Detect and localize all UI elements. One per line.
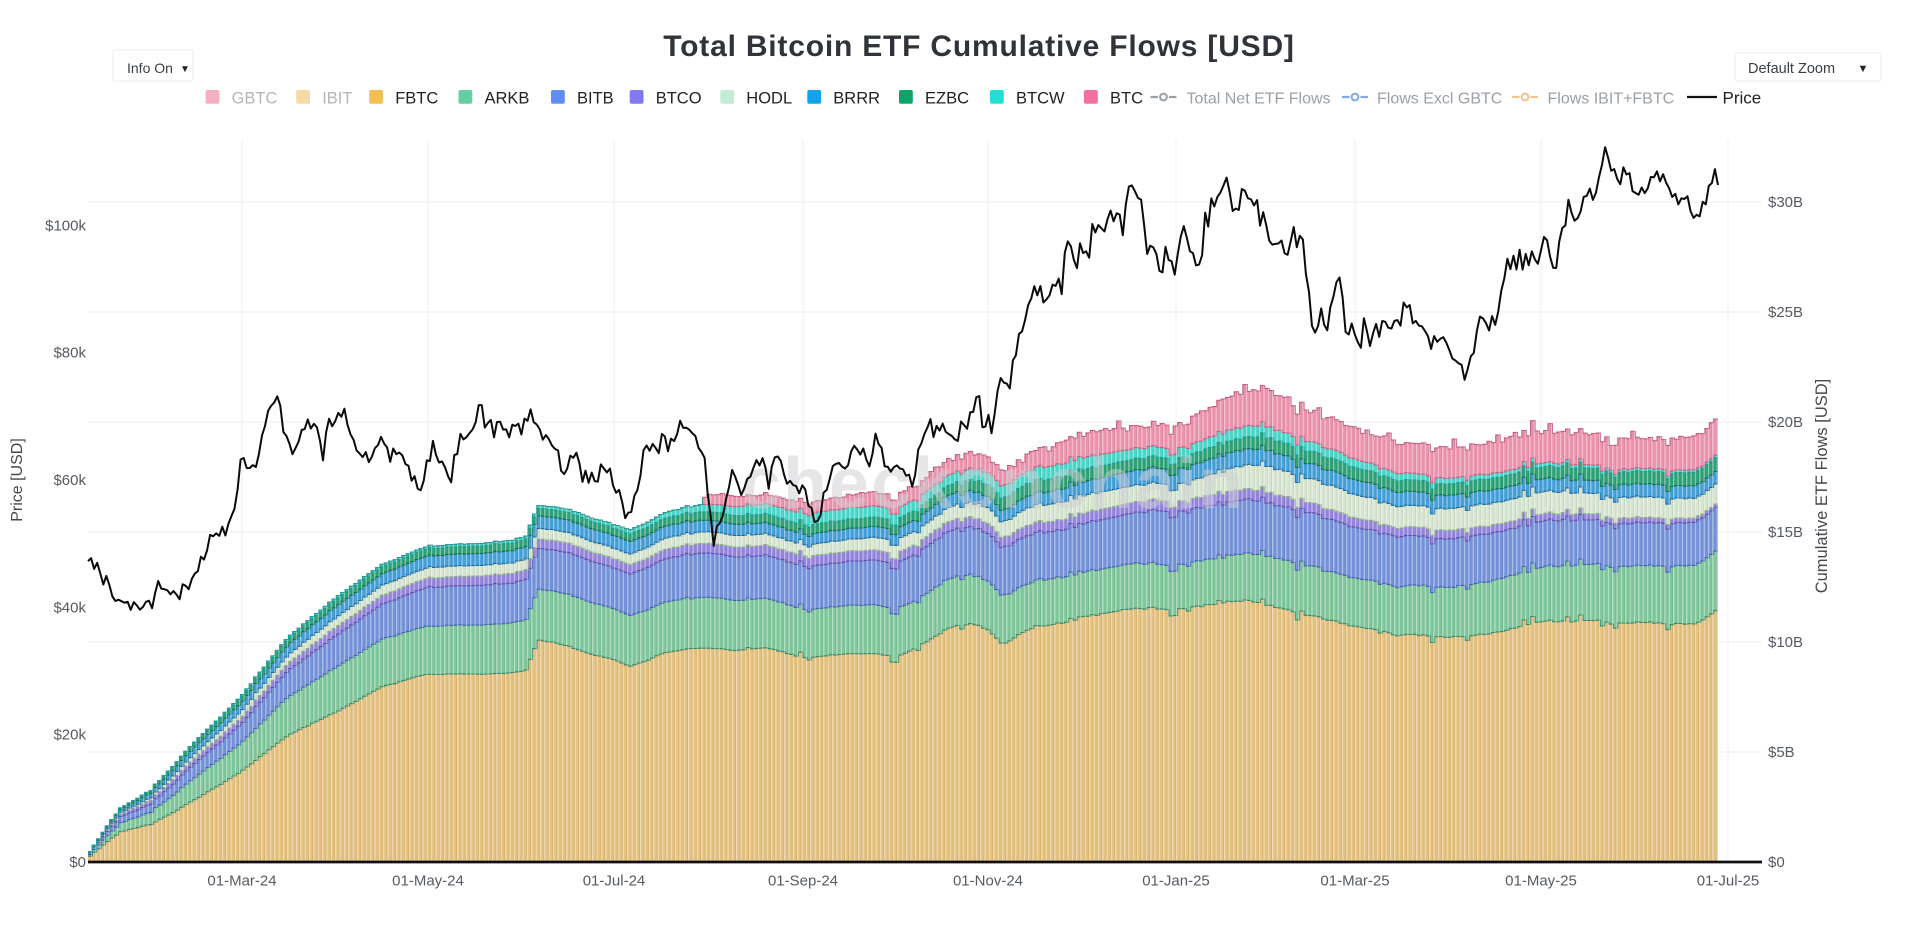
svg-text:01-Mar-24: 01-Mar-24 <box>207 873 276 890</box>
svg-text:BITB: BITB <box>577 90 614 108</box>
svg-text:Flows Excl GBTC: Flows Excl GBTC <box>1377 91 1502 108</box>
svg-text:$0: $0 <box>1768 854 1785 871</box>
svg-text:$40k: $40k <box>53 599 86 616</box>
svg-text:$20B: $20B <box>1768 414 1803 431</box>
svg-text:IBIT: IBIT <box>322 90 352 108</box>
svg-text:ARKB: ARKB <box>485 90 530 108</box>
svg-text:01-Jul-24: 01-Jul-24 <box>583 873 646 890</box>
svg-text:01-Nov-24: 01-Nov-24 <box>953 873 1023 890</box>
svg-text:01-May-25: 01-May-25 <box>1505 873 1577 890</box>
svg-text:BRRR: BRRR <box>833 90 880 108</box>
svg-text:$0: $0 <box>69 854 86 871</box>
svg-text:Total Bitcoin ETF Cumulative F: Total Bitcoin ETF Cumulative Flows [USD] <box>663 30 1294 63</box>
svg-text:$25B: $25B <box>1768 304 1803 321</box>
svg-text:01-Sep-24: 01-Sep-24 <box>768 873 838 890</box>
svg-text:BTCO: BTCO <box>656 90 702 108</box>
svg-text:$20k: $20k <box>53 727 86 744</box>
svg-text:checkonchain: checkonchain <box>741 444 1245 524</box>
svg-text:BTC: BTC <box>1110 90 1143 108</box>
svg-text:$10B: $10B <box>1768 634 1803 651</box>
svg-text:01-Jan-25: 01-Jan-25 <box>1142 873 1210 890</box>
svg-text:Flows IBIT+FBTC: Flows IBIT+FBTC <box>1548 91 1675 108</box>
svg-text:Cumulative ETF Flows [USD]: Cumulative ETF Flows [USD] <box>1813 379 1831 594</box>
svg-text:▼: ▼ <box>180 64 190 75</box>
svg-text:BTCW: BTCW <box>1016 90 1065 108</box>
svg-text:$30B: $30B <box>1768 194 1803 211</box>
svg-text:$15B: $15B <box>1768 524 1803 541</box>
svg-text:Info On: Info On <box>127 60 173 76</box>
svg-text:GBTC: GBTC <box>232 90 278 108</box>
svg-text:EZBC: EZBC <box>925 90 969 108</box>
svg-text:Price: Price <box>1723 89 1762 108</box>
svg-text:Default Zoom: Default Zoom <box>1748 61 1835 77</box>
svg-text:$100k: $100k <box>45 217 86 234</box>
svg-text:FBTC: FBTC <box>395 90 438 108</box>
svg-text:Price [USD]: Price [USD] <box>9 438 26 522</box>
svg-text:$60k: $60k <box>53 472 86 489</box>
svg-text:01-Jul-25: 01-Jul-25 <box>1697 873 1760 890</box>
svg-text:$5B: $5B <box>1768 744 1795 761</box>
svg-text:Total Net ETF Flows: Total Net ETF Flows <box>1187 91 1331 108</box>
svg-text:01-May-24: 01-May-24 <box>392 873 464 890</box>
svg-text:HODL: HODL <box>746 90 792 108</box>
svg-text:$80k: $80k <box>53 345 86 362</box>
svg-text:01-Mar-25: 01-Mar-25 <box>1320 873 1389 890</box>
svg-text:▼: ▼ <box>1858 63 1869 75</box>
